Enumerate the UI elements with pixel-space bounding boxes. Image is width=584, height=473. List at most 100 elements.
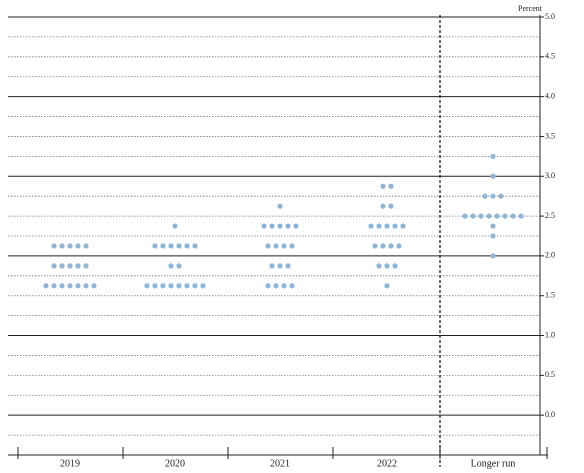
dot xyxy=(75,283,81,289)
y-tick-label: 5.0 xyxy=(545,12,555,21)
dot xyxy=(83,243,89,249)
dot xyxy=(388,203,394,209)
dot xyxy=(67,283,73,289)
y-tick-label: 0.5 xyxy=(545,370,555,379)
dot xyxy=(261,223,267,229)
dot xyxy=(75,263,81,269)
dot xyxy=(172,223,178,229)
dot xyxy=(281,243,287,249)
dot xyxy=(281,283,287,289)
dot xyxy=(289,283,295,289)
dot xyxy=(265,243,271,249)
y-tick-label: 2.0 xyxy=(545,251,555,260)
dot xyxy=(400,223,406,229)
dot xyxy=(380,183,386,189)
dot xyxy=(482,193,488,199)
dot xyxy=(200,283,206,289)
dot xyxy=(388,183,394,189)
dot xyxy=(91,283,97,289)
dot xyxy=(176,283,182,289)
dot xyxy=(502,213,508,219)
dot xyxy=(168,263,174,269)
dot xyxy=(384,223,390,229)
dot xyxy=(152,283,158,289)
dot xyxy=(269,223,275,229)
dot xyxy=(168,283,174,289)
dot xyxy=(168,243,174,249)
dot xyxy=(176,243,182,249)
dot xyxy=(273,283,279,289)
dot xyxy=(160,243,166,249)
x-tick-label: Longer run xyxy=(471,458,516,469)
dot xyxy=(518,213,524,219)
dot xyxy=(392,263,398,269)
dot xyxy=(59,283,65,289)
dot xyxy=(265,283,271,289)
dot xyxy=(384,263,390,269)
dot xyxy=(462,213,468,219)
y-tick-label: 1.5 xyxy=(545,291,555,300)
dot xyxy=(490,153,496,159)
x-tick-label: 2019 xyxy=(60,458,80,469)
dot xyxy=(490,233,496,239)
dot xyxy=(285,223,291,229)
dot xyxy=(277,263,283,269)
dot xyxy=(289,243,295,249)
dot xyxy=(384,283,390,289)
dot xyxy=(490,173,496,179)
x-tick-label: 2022 xyxy=(377,458,397,469)
x-tick-label: 2021 xyxy=(270,458,290,469)
dot xyxy=(192,283,198,289)
dot xyxy=(51,243,57,249)
dot xyxy=(277,203,283,209)
dot xyxy=(486,213,492,219)
dot xyxy=(293,223,299,229)
y-tick-label: 3.0 xyxy=(545,171,555,180)
dot xyxy=(51,263,57,269)
dot xyxy=(490,193,496,199)
dot xyxy=(192,243,198,249)
y-tick-label: 0.0 xyxy=(545,410,555,419)
dot xyxy=(478,213,484,219)
y-axis-label: Percent xyxy=(518,4,543,13)
dot xyxy=(67,243,73,249)
dot xyxy=(43,283,49,289)
dot xyxy=(184,243,190,249)
dot xyxy=(83,283,89,289)
x-tick-label: 2020 xyxy=(165,458,185,469)
dot xyxy=(490,253,496,259)
dot xyxy=(388,243,394,249)
dot xyxy=(368,223,374,229)
dot xyxy=(490,223,496,229)
dot xyxy=(380,203,386,209)
dot xyxy=(273,243,279,249)
dot xyxy=(498,193,504,199)
y-tick-label: 4.0 xyxy=(545,91,555,100)
y-tick-label: 2.5 xyxy=(545,211,555,220)
dot xyxy=(380,243,386,249)
dot xyxy=(144,283,150,289)
dot xyxy=(160,283,166,289)
y-tick-label: 1.0 xyxy=(545,330,555,339)
dot xyxy=(285,263,291,269)
dot xyxy=(494,213,500,219)
dot xyxy=(396,243,402,249)
y-tick-label: 3.5 xyxy=(545,131,555,140)
dot xyxy=(470,213,476,219)
dot xyxy=(59,263,65,269)
dot xyxy=(269,263,275,269)
dot xyxy=(176,263,182,269)
dot xyxy=(75,243,81,249)
dot xyxy=(392,223,398,229)
dot xyxy=(184,283,190,289)
dot xyxy=(277,223,283,229)
dot xyxy=(372,243,378,249)
dot xyxy=(152,243,158,249)
dot xyxy=(510,213,516,219)
dot xyxy=(51,283,57,289)
dot xyxy=(376,223,382,229)
dot xyxy=(67,263,73,269)
dot xyxy=(59,243,65,249)
y-tick-label: 4.5 xyxy=(545,52,555,61)
